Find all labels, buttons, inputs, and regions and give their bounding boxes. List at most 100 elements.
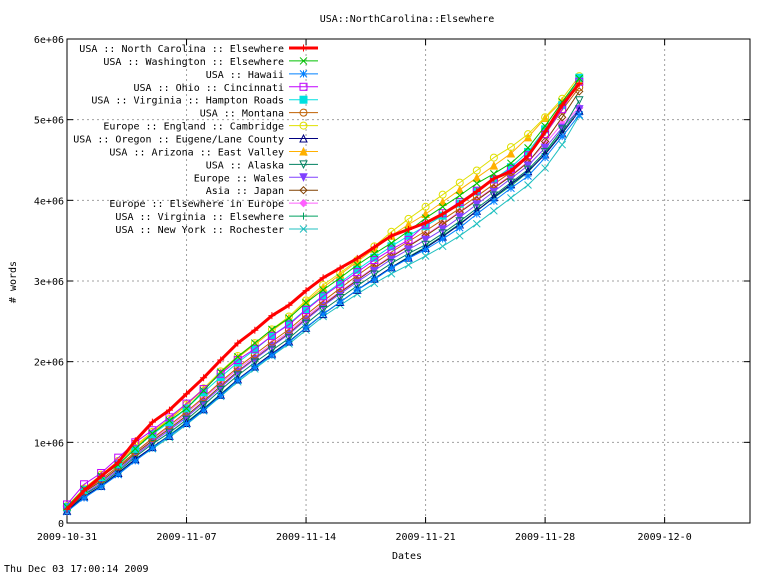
data-point-marker [165, 432, 174, 440]
data-point-marker [336, 273, 345, 282]
data-point-marker [455, 185, 465, 194]
data-point-marker [490, 197, 498, 205]
data-point-marker [131, 457, 140, 465]
data-point-marker [131, 437, 139, 445]
data-point-marker [300, 44, 307, 52]
data-point-marker [80, 487, 88, 495]
legend-entry: USA :: Hawaii [206, 70, 318, 81]
legend-entry: USA :: New York :: Rochester [115, 225, 318, 236]
x-tick-label: 2009-11-07 [156, 532, 216, 543]
data-point-marker [300, 212, 307, 220]
data-point-marker [299, 225, 308, 233]
data-point-marker [421, 252, 430, 260]
data-point-marker [233, 376, 242, 385]
data-point-marker [541, 164, 549, 172]
data-point-marker [455, 178, 464, 187]
data-point-marker [506, 148, 516, 158]
y-axis-label: # words [8, 261, 19, 303]
data-point-marker [456, 200, 464, 208]
data-point-marker [217, 356, 225, 364]
data-point-marker [148, 418, 156, 426]
data-point-marker [370, 243, 378, 251]
data-point-marker [336, 264, 344, 272]
data-point-marker [558, 132, 567, 141]
data-point-marker [575, 79, 583, 87]
legend-label: USA :: Virginia :: Hampton Roads [91, 96, 284, 107]
data-point-marker [404, 249, 413, 259]
legend-label: USA :: Montana [200, 109, 284, 120]
legend-label: USA :: Hawaii [206, 70, 284, 81]
data-point-marker [299, 57, 308, 65]
data-point-marker [507, 184, 515, 193]
series-group [62, 72, 584, 516]
data-point-marker [114, 470, 123, 479]
footer-timestamp: Thu Dec 03 17:00:14 2009 [4, 564, 149, 575]
data-point-marker [472, 173, 482, 182]
series-1 [63, 74, 584, 511]
data-point-marker [80, 494, 88, 502]
data-point-marker [472, 219, 481, 228]
data-point-marker [285, 338, 293, 347]
y-tick-label: 6e+06 [34, 35, 64, 46]
data-point-marker [523, 161, 533, 171]
legend-entry: USA :: Virginia :: Hampton Roads [91, 95, 318, 107]
x-tick-label: 2009-12-0 [638, 532, 692, 543]
legend-entry: USA :: North Carolina :: Elsewhere [79, 44, 318, 55]
data-point-marker [404, 245, 413, 255]
data-point-marker [251, 326, 259, 334]
data-point-marker [302, 298, 310, 307]
legend-label: Europe :: England :: Cambridge [103, 122, 284, 133]
grid [67, 39, 750, 523]
legend-label: USA :: New York :: Rochester [115, 225, 284, 236]
data-point-marker [97, 482, 106, 491]
data-point-marker [318, 306, 328, 315]
data-point-marker [387, 245, 396, 254]
data-point-marker [299, 173, 308, 182]
data-point-marker [540, 113, 550, 123]
data-point-marker [421, 245, 430, 254]
data-point-marker [387, 264, 396, 272]
series-0 [63, 79, 583, 513]
legend-entry: USA :: Montana [200, 108, 318, 120]
legend-label: Asia :: Japan [206, 186, 284, 197]
data-point-marker [455, 231, 464, 240]
data-point-marker [439, 210, 447, 218]
data-point-marker [199, 385, 208, 394]
data-point-marker [302, 323, 310, 332]
y-tick-label: 5e+06 [34, 116, 64, 127]
data-point-marker [524, 172, 532, 180]
data-point-marker [299, 108, 308, 117]
y-tick-label: 4e+06 [34, 196, 64, 207]
data-point-marker [319, 286, 327, 294]
data-point-marker [301, 319, 311, 329]
data-point-marker [268, 312, 276, 320]
data-point-marker [353, 268, 362, 277]
data-point-marker [182, 404, 191, 413]
data-point-marker [490, 175, 498, 183]
y-tick-label: 2e+06 [34, 358, 64, 369]
data-point-marker [455, 191, 464, 200]
legend-label: USA :: Alaska [206, 160, 284, 171]
legend-label: USA :: Arizona :: East Valley [109, 147, 284, 158]
data-point-marker [319, 310, 327, 318]
data-point-marker [472, 204, 482, 214]
data-point-marker [455, 213, 465, 222]
data-point-marker [558, 140, 567, 149]
data-point-marker [199, 398, 208, 408]
data-point-marker [455, 223, 464, 232]
axes: 0 1e+06 2e+06 3e+06 4e+06 5e+06 6e+06 2009-10-3… [34, 35, 751, 543]
data-point-marker [524, 130, 533, 139]
data-point-marker [575, 74, 584, 83]
chart-title: USA::NorthCarolina::Elsewhere [320, 14, 495, 25]
data-point-marker [489, 161, 499, 170]
series-2 [63, 110, 584, 516]
x-axis-label: Dates [392, 551, 422, 562]
data-point-marker [574, 96, 584, 105]
legend-entry: Europe :: Wales [194, 173, 318, 184]
data-point-marker [200, 374, 208, 382]
data-point-marker [387, 232, 395, 240]
data-point-marker [438, 202, 447, 211]
data-point-marker [299, 186, 308, 195]
